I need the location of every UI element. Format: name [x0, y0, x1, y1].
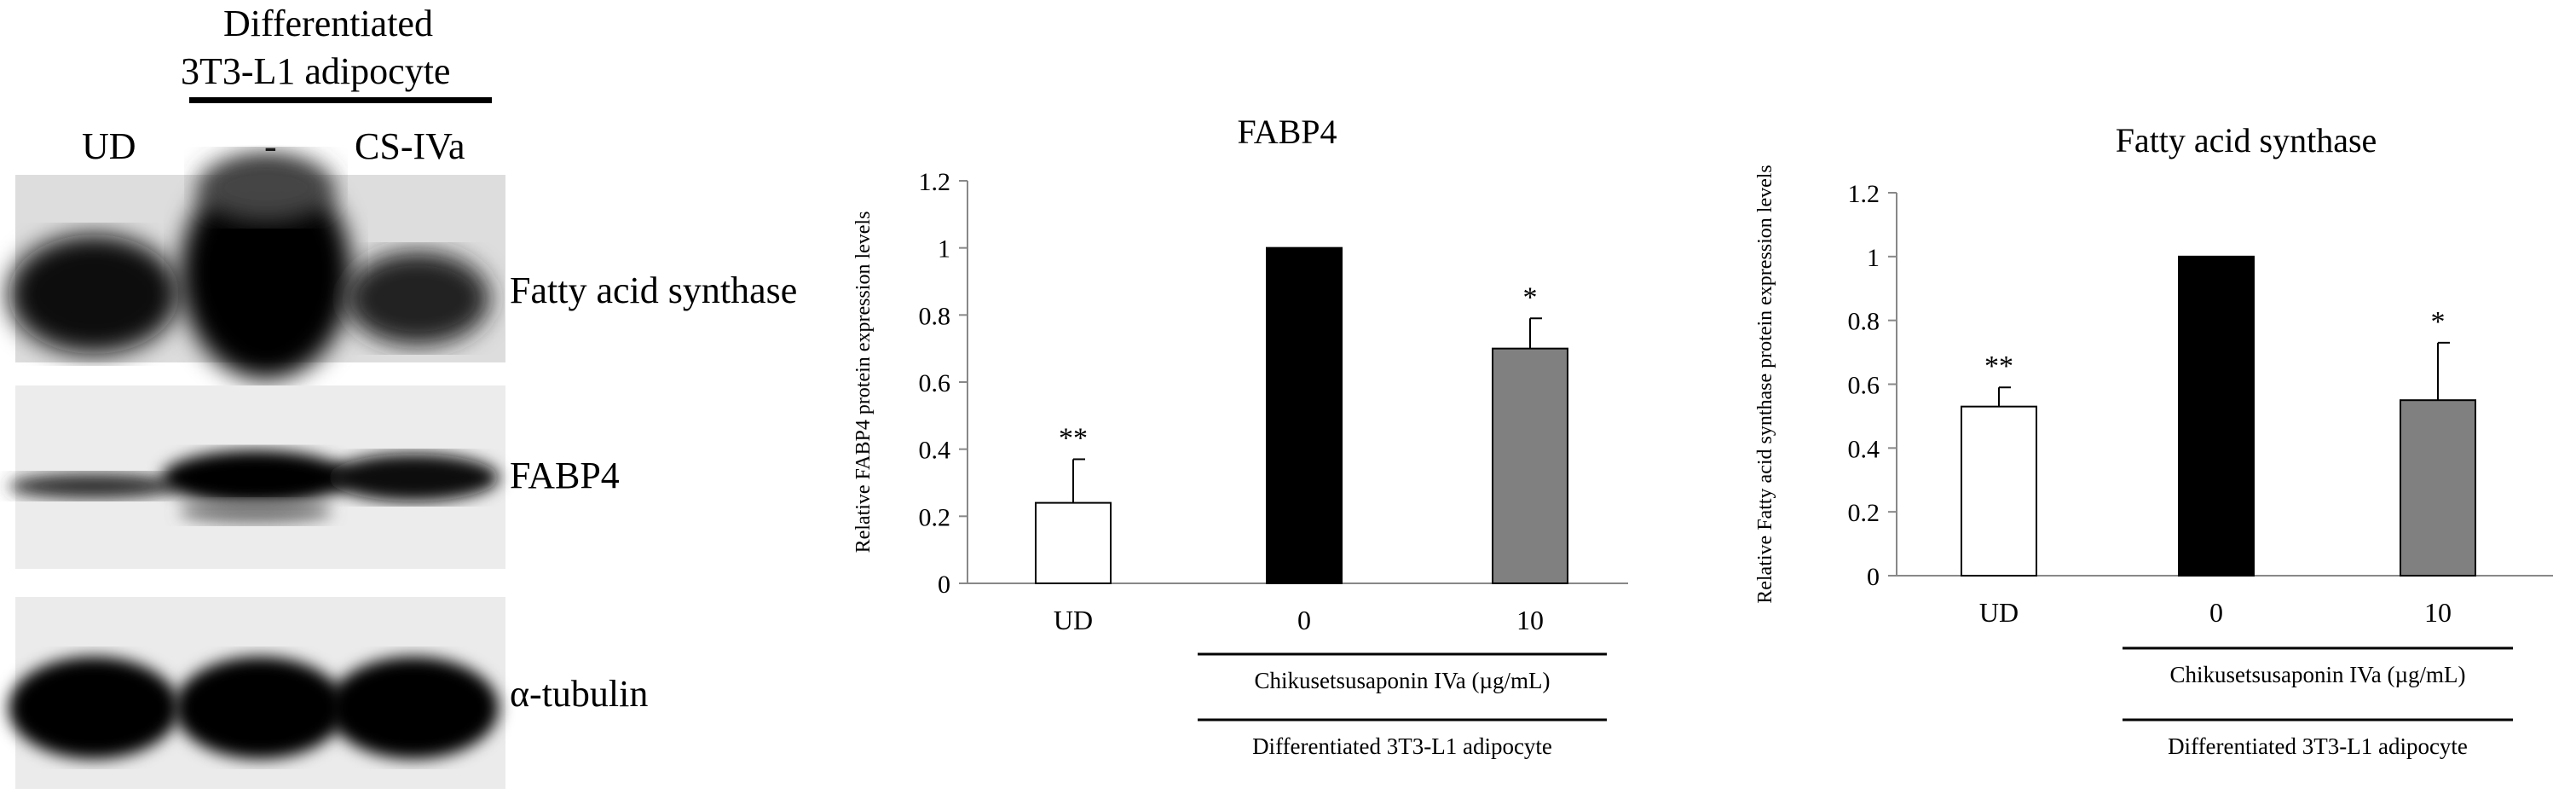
x-tick-label: 10 [1516, 605, 1544, 635]
chart-title: FABP4 [1237, 113, 1337, 151]
bar [1266, 246, 1343, 585]
y-tick-label: 0.4 [919, 437, 951, 465]
bar [1492, 347, 1568, 584]
chart-fabp4: FABP4 Relative FABP4 protein expression l… [852, 113, 1628, 759]
x-tick-label: 0 [1297, 605, 1311, 635]
significance-label: * [1523, 281, 1538, 313]
western-blot-panel: Differentiated 3T3-L1 adipocyte UD - CS-… [0, 0, 852, 794]
blot-header-line2: 3T3-L1 adipocyte [181, 50, 451, 92]
group-label: Chikusetsusaponin IVa (µg/mL) [2169, 662, 2465, 687]
y-tick-label: 0.4 [1848, 435, 1880, 463]
band-label-fas: Fatty acid synthase [510, 269, 798, 311]
x-tick-label: UD [1979, 597, 2019, 628]
y-tick-label: 0 [1867, 563, 1880, 591]
y-tick-label: 1 [938, 235, 950, 264]
x-tick-label: 10 [2424, 597, 2452, 628]
y-tick-label: 0.8 [919, 302, 951, 330]
x-tick-label: 0 [2209, 597, 2223, 628]
group-label: Differentiated 3T3-L1 adipocyte [2168, 733, 2468, 759]
y-tick-label: 1.2 [919, 168, 951, 196]
y-tick-label: 1.2 [1848, 180, 1880, 208]
bar [1961, 405, 2037, 577]
y-tick-label: 0.8 [1848, 308, 1880, 336]
significance-label: ** [1059, 422, 1088, 454]
y-axis-label: Relative Fatty acid synthase protein exp… [1754, 165, 1776, 604]
bar [2400, 399, 2476, 577]
blot-images [9, 154, 505, 789]
lane-label-cs-iva: CS-IVa [355, 125, 465, 167]
x-tick-label: UD [1054, 605, 1093, 635]
significance-label: ** [1984, 351, 2013, 382]
blot-alpha-tubulin [9, 597, 505, 789]
y-tick-label: 0.2 [919, 503, 951, 531]
y-tick-label: 0.6 [919, 369, 951, 397]
y-tick-label: 1 [1867, 244, 1880, 272]
chart-fatty-acid-synthase: Fatty acid synthase Relative Fatty acid s… [1754, 121, 2553, 759]
y-tick-label: 0 [938, 571, 950, 599]
y-tick-label: 0.2 [1848, 499, 1880, 527]
group-label: Chikusetsusaponin IVa (µg/mL) [1254, 668, 1550, 693]
blot-header-bar [189, 97, 492, 103]
band-label-tubulin: α-tubulin [510, 673, 649, 715]
band-label-fabp4: FABP4 [510, 455, 620, 496]
blot-header-line1: Differentiated [223, 3, 433, 44]
bar [2178, 255, 2255, 577]
lane-label-ud: UD [82, 125, 136, 167]
significance-label: * [2431, 306, 2446, 338]
blot-fabp4 [9, 385, 505, 569]
chart-title: Fatty acid synthase [2116, 121, 2377, 159]
y-axis-label: Relative FABP4 protein expression levels [852, 212, 875, 553]
bar [1035, 501, 1112, 585]
group-label: Differentiated 3T3-L1 adipocyte [1252, 733, 1552, 759]
blot-fatty-acid-synthase [9, 154, 505, 380]
y-tick-label: 0.6 [1848, 372, 1880, 400]
